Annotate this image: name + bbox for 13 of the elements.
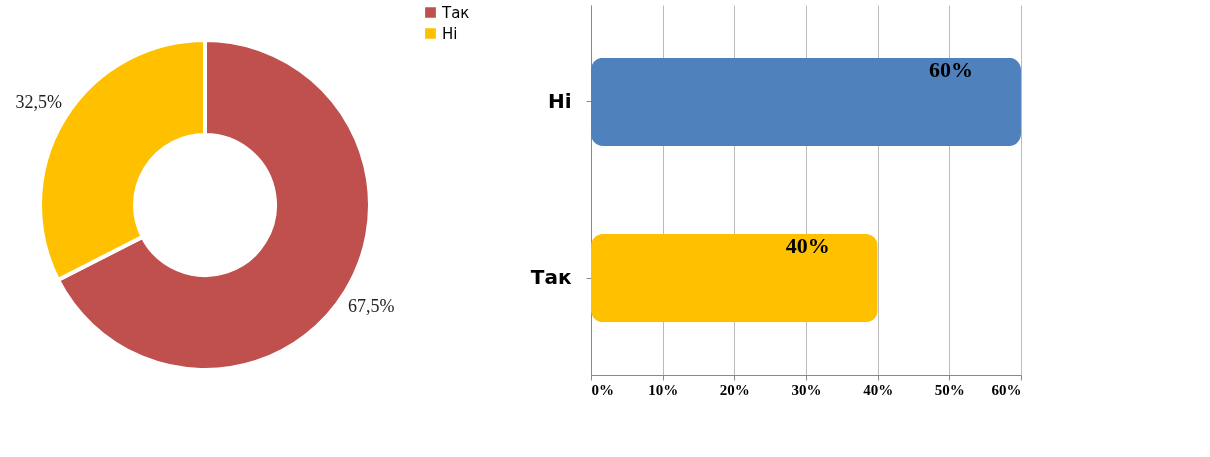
legend-label: Так (441, 3, 470, 22)
x-tick-label: 60% (991, 381, 1022, 398)
x-tick-label: 30% (791, 381, 822, 398)
x-tick-label: 40% (863, 381, 894, 398)
data-label: 67,5% (348, 295, 395, 316)
x-tick-label: 50% (934, 381, 965, 398)
data-label: 32,5% (15, 92, 62, 113)
x-tick-label: 20% (719, 381, 750, 398)
data-label: 40% (785, 233, 830, 259)
x-tick-label: 10% (648, 381, 679, 398)
x-tick-label: 0% (591, 381, 614, 398)
data-label: 60% (929, 56, 973, 82)
legend-label: Ні (442, 24, 458, 43)
